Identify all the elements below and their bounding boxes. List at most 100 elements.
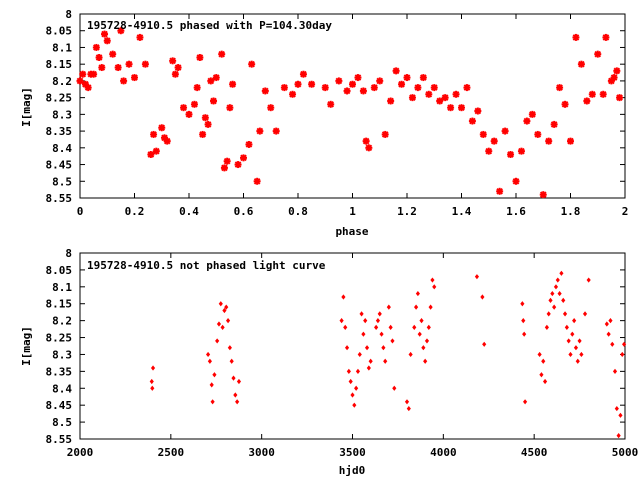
data-point xyxy=(463,84,471,92)
data-point xyxy=(225,318,231,324)
x-tick-label: 0.6 xyxy=(234,205,254,218)
data-point xyxy=(579,351,584,358)
data-point xyxy=(599,90,607,98)
data-point xyxy=(458,104,465,112)
y-tick-labels: 8 8.05 8.1 8.15 8.2 8.25 8.3 8.35 8.4 8.45 8.5 8.55 xyxy=(46,8,73,205)
data-point xyxy=(541,358,546,364)
plot-frame xyxy=(79,252,626,440)
data-point xyxy=(368,358,373,364)
data-point xyxy=(406,405,411,412)
data-point xyxy=(234,161,242,169)
x-tick-label: 4000 xyxy=(430,446,457,459)
data-point xyxy=(256,127,264,135)
data-point xyxy=(381,130,389,138)
data-point xyxy=(366,365,371,371)
data-point xyxy=(614,405,619,412)
data-point xyxy=(359,87,367,95)
x-axis-title: hjd0 xyxy=(339,464,366,477)
data-point xyxy=(521,318,526,324)
data-point xyxy=(575,358,580,364)
x-tick-label: 0.4 xyxy=(179,205,199,218)
data-point xyxy=(117,27,125,35)
data-point xyxy=(95,53,103,61)
data-point xyxy=(299,70,307,78)
data-point xyxy=(199,130,207,138)
data-point xyxy=(523,399,528,405)
data-point xyxy=(248,60,256,68)
y-tick-label: 8.3 xyxy=(52,108,72,121)
chart-title: 195728-4910.5 phased with P=104.30day xyxy=(87,19,332,32)
data-point xyxy=(419,318,424,324)
data-point xyxy=(622,341,627,347)
data-point xyxy=(114,64,122,72)
data-point xyxy=(363,318,368,324)
data-point xyxy=(180,104,188,112)
data-point xyxy=(419,74,427,82)
data-point xyxy=(207,358,212,364)
x-tick-label: 1.4 xyxy=(452,205,472,218)
data-point xyxy=(240,154,247,162)
data-point xyxy=(430,84,438,92)
data-point xyxy=(520,301,525,307)
data-point xyxy=(216,321,222,327)
data-point xyxy=(354,385,359,391)
x-axis-title: phase xyxy=(335,225,368,238)
data-point xyxy=(507,151,515,159)
data-point xyxy=(414,84,422,92)
y-axis-title: I[mag] xyxy=(20,87,33,127)
data-point xyxy=(294,80,302,88)
y-tick-label: 8.25 xyxy=(46,332,73,345)
data-point xyxy=(436,97,444,105)
data-point xyxy=(604,321,609,327)
x-tick-label: 1.2 xyxy=(397,205,417,218)
data-point xyxy=(564,324,569,330)
data-point xyxy=(149,378,154,385)
data-point xyxy=(261,87,269,95)
x-tick-label: 2000 xyxy=(67,446,94,459)
data-points xyxy=(76,27,624,199)
data-point xyxy=(90,70,98,78)
data-point xyxy=(479,130,487,138)
data-point xyxy=(577,60,585,68)
data-point xyxy=(349,80,356,88)
x-tick-label: 3000 xyxy=(248,446,275,459)
data-point xyxy=(101,30,109,38)
data-point xyxy=(432,284,437,290)
data-point xyxy=(163,137,171,145)
data-point xyxy=(376,77,384,85)
data-point xyxy=(523,117,531,125)
y-tick-label: 8.2 xyxy=(52,315,72,328)
x-tick-label: 1 xyxy=(349,205,356,218)
data-point xyxy=(567,137,574,145)
data-point xyxy=(392,385,397,391)
data-point xyxy=(76,77,84,85)
data-point xyxy=(344,345,350,351)
data-point xyxy=(423,358,428,364)
x-tick-label: 1.6 xyxy=(506,205,526,218)
data-point xyxy=(357,351,362,358)
data-point xyxy=(403,74,411,82)
y-axis-title: I[mag] xyxy=(20,326,33,366)
data-point xyxy=(552,304,557,310)
data-point xyxy=(428,304,433,310)
chart-title: 195728-4910.5 not phased light curve xyxy=(87,259,326,272)
data-point xyxy=(147,151,155,159)
data-point xyxy=(218,301,223,307)
x-tick-label: 5000 xyxy=(612,446,639,459)
data-point xyxy=(218,50,226,58)
y-tick-label: 8.4 xyxy=(52,382,72,395)
plot-frame xyxy=(79,13,626,199)
data-point xyxy=(474,274,480,280)
data-point xyxy=(512,177,520,185)
data-point xyxy=(555,277,560,283)
data-point xyxy=(550,290,555,297)
data-points xyxy=(149,270,627,439)
data-point xyxy=(398,80,406,88)
data-point xyxy=(79,70,87,78)
data-point xyxy=(490,137,498,145)
data-point xyxy=(226,104,234,112)
data-point xyxy=(561,100,569,108)
data-point xyxy=(562,311,568,317)
data-point xyxy=(583,97,591,105)
data-point xyxy=(359,311,364,317)
